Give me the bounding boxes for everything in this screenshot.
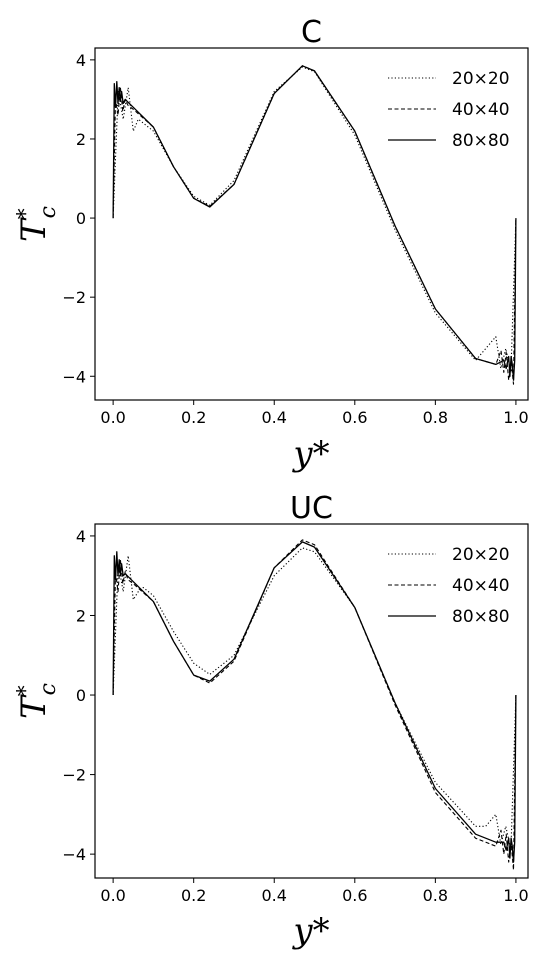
x-tick-label: 0.8 — [423, 886, 448, 905]
y-tick-label: 2 — [76, 130, 86, 149]
legend-label: 80×80 — [452, 131, 510, 151]
y-tick-label: −2 — [62, 288, 86, 307]
panel-uc: UC 0.0 0.2 0.4 0.6 0.8 1.0 −4 −2 0 2 4 y* T*c 20×20 40×… — [14, 491, 529, 951]
x-tick-label: 0.6 — [342, 886, 367, 905]
x-tick-label: 1.0 — [503, 886, 528, 905]
y-tick-label: 4 — [76, 527, 86, 546]
y-tick-label: 0 — [76, 209, 86, 228]
legend-label: 40×40 — [452, 576, 510, 596]
x-axis-label: y* — [291, 434, 329, 474]
legend-label: 20×20 — [452, 545, 510, 565]
x-tick-label: 0.2 — [181, 886, 206, 905]
y-tick-label: −4 — [62, 845, 86, 864]
series-line-dotted — [112, 66, 517, 373]
x-tick-label: 0.4 — [262, 886, 287, 905]
x-tick-label: 0.4 — [262, 408, 287, 427]
chart-title: UC — [290, 491, 333, 526]
plot-frame — [94, 47, 529, 401]
x-axis-label: y* — [291, 911, 329, 951]
x-tick-label: 0.0 — [100, 886, 125, 905]
y-axis-label: T*c — [14, 683, 61, 719]
y-tick-label: −4 — [62, 367, 86, 386]
x-tick-label: 1.0 — [503, 408, 528, 427]
x-tick-label: 0.8 — [423, 408, 448, 427]
series-line-dotted — [112, 547, 517, 851]
legend-label: 40×40 — [452, 100, 510, 120]
legend-label: 20×20 — [452, 69, 510, 89]
chart-title: C — [301, 15, 322, 50]
series-line-solid — [112, 65, 517, 381]
plot-frame — [94, 523, 529, 879]
series-line-solid — [112, 541, 517, 863]
y-tick-label: 4 — [76, 51, 86, 70]
x-tick-label: 0.0 — [100, 408, 125, 427]
y-tick-label: 0 — [76, 686, 86, 705]
x-tick-label: 0.6 — [342, 408, 367, 427]
y-tick-label: −2 — [62, 766, 86, 785]
panel-c: C 0.0 0.2 0.4 0.6 0.8 1.0 −4 −2 0 2 4 y* T*c 20×20 40×4… — [14, 15, 529, 474]
y-axis-label: T*c — [14, 206, 61, 242]
legend-label: 80×80 — [452, 607, 510, 627]
y-tick-label: 2 — [76, 606, 86, 625]
x-tick-label: 0.2 — [181, 408, 206, 427]
